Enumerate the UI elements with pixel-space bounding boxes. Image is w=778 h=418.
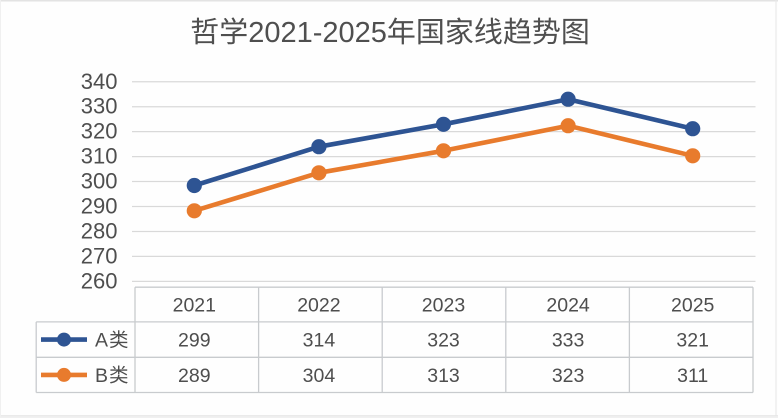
svg-text:311: 311 [677, 365, 708, 387]
svg-text:2025: 2025 [671, 295, 715, 317]
svg-text:323: 323 [552, 365, 585, 387]
svg-text:2022: 2022 [297, 295, 340, 317]
svg-text:2023: 2023 [422, 295, 465, 317]
svg-text:280: 280 [81, 218, 118, 243]
svg-text:270: 270 [81, 243, 118, 268]
svg-text:299: 299 [178, 330, 211, 352]
svg-text:340: 340 [81, 69, 118, 94]
svg-text:A: A [95, 330, 108, 352]
svg-text:2021-2025: 2021-2025 [248, 17, 387, 49]
svg-text:290: 290 [81, 194, 118, 219]
svg-text:2021: 2021 [173, 295, 216, 317]
svg-text:260: 260 [81, 268, 118, 293]
svg-text:310: 310 [81, 144, 118, 169]
svg-text:323: 323 [427, 330, 460, 352]
svg-text:289: 289 [178, 365, 211, 387]
svg-text:330: 330 [81, 94, 118, 119]
svg-text:2024: 2024 [546, 295, 590, 317]
svg-text:B: B [95, 365, 108, 387]
svg-text:300: 300 [81, 169, 118, 194]
svg-text:321: 321 [676, 330, 709, 352]
svg-text:313: 313 [427, 365, 460, 387]
svg-text:333: 333 [552, 330, 585, 352]
svg-text:304: 304 [303, 365, 336, 387]
svg-text:320: 320 [81, 119, 118, 144]
svg-text:314: 314 [303, 330, 336, 352]
